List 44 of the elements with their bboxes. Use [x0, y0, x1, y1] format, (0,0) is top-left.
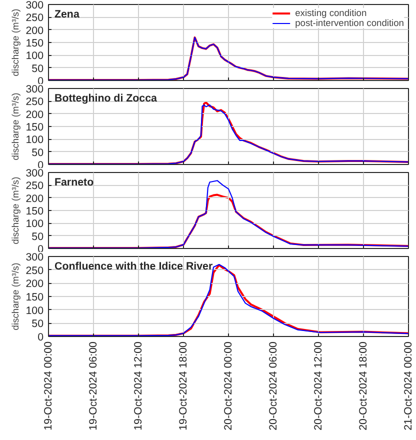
y-tick-label: 150: [26, 292, 44, 304]
y-tick-label: 50: [32, 230, 44, 243]
x-tick-label: 20-Oct-2024 12:00: [312, 341, 324, 430]
y-tick-label: 300: [26, 252, 44, 264]
chart-title: Zena: [54, 8, 80, 20]
y-tick-label: 250: [26, 264, 44, 277]
x-tick-label: 19-Oct-2024 18:00: [178, 341, 190, 430]
y-tick-label: 300: [26, 84, 44, 96]
y-tick-label: 50: [32, 62, 44, 75]
y-tick-label: 100: [26, 134, 44, 146]
y-axis-title: discharge (m³/s): [10, 176, 21, 244]
y-tick-label: 200: [26, 278, 44, 290]
chart-title: Farneto: [54, 176, 94, 188]
y-tick-label: 50: [32, 146, 44, 159]
y-tick-label: 50: [32, 318, 44, 330]
y-tick-label: 100: [26, 50, 44, 62]
x-tick-label: 20-Oct-2024 06:00: [268, 341, 280, 430]
legend-label: existing condition: [295, 8, 367, 18]
x-tick-label: 21-Oct-2024 00:00: [402, 341, 414, 430]
y-tick-label: 200: [26, 24, 44, 37]
x-tick-label: 19-Oct-2024 12:00: [132, 341, 144, 430]
x-tick-label: 19-Oct-2024 06:00: [88, 341, 100, 430]
y-axis-title: discharge (m³/s): [10, 8, 21, 76]
y-tick-label: 150: [26, 122, 44, 134]
x-tick-label: 19-Oct-2024 00:00: [42, 341, 54, 430]
y-axis-title: discharge (m³/s): [10, 92, 21, 160]
chart-title: Botteghino di Zocca: [54, 92, 157, 104]
y-tick-label: 250: [26, 96, 44, 108]
legend-label: post-intervention condition: [295, 18, 404, 28]
y-tick-label: 200: [26, 108, 44, 121]
x-tick-label: 20-Oct-2024 00:00: [222, 341, 234, 430]
y-tick-label: 300: [26, 168, 44, 180]
y-tick-label: 250: [26, 180, 44, 192]
y-tick-label: 150: [26, 206, 44, 218]
y-tick-label: 100: [26, 304, 44, 317]
y-tick-label: 150: [26, 38, 44, 50]
y-tick-label: 100: [26, 218, 44, 230]
x-tick-label: 20-Oct-2024 18:00: [358, 341, 370, 430]
y-tick-label: 300: [26, 0, 44, 12]
y-tick-label: 200: [26, 192, 44, 205]
y-axis-title: discharge (m³/s): [10, 262, 21, 330]
y-tick-label: 0: [38, 332, 44, 344]
y-tick-label: 250: [26, 12, 44, 24]
chart-title: Confluence with the Idice River: [54, 260, 213, 272]
